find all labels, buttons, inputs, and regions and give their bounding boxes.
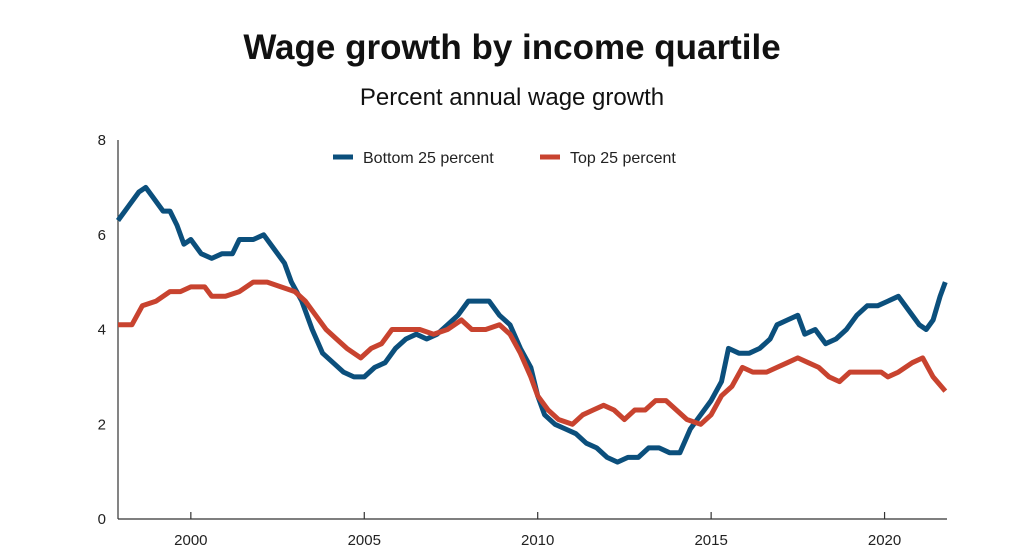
x-tick-label: 2015: [694, 532, 727, 549]
y-tick-label: 6: [98, 227, 106, 244]
y-tick-label: 4: [98, 322, 106, 339]
x-tick-label: 2000: [174, 532, 207, 549]
chart-subtitle: Percent annual wage growth: [359, 84, 665, 111]
y-tick-label: 8: [98, 132, 106, 149]
legend-label: Top 25 percent: [570, 150, 676, 167]
series-line-bottom-25: [115, 184, 948, 465]
y-tick-label: 2: [98, 416, 106, 433]
x-tick-label: 2005: [348, 532, 381, 549]
x-tick-label: 2010: [521, 532, 554, 549]
legend-label: Bottom 25 percent: [363, 150, 494, 167]
x-tick-label: 2020: [868, 532, 901, 549]
series-line-top-25: [118, 279, 948, 427]
y-tick-label: 0: [98, 511, 106, 528]
chart-title: Wage growth by income quartile: [243, 28, 781, 67]
